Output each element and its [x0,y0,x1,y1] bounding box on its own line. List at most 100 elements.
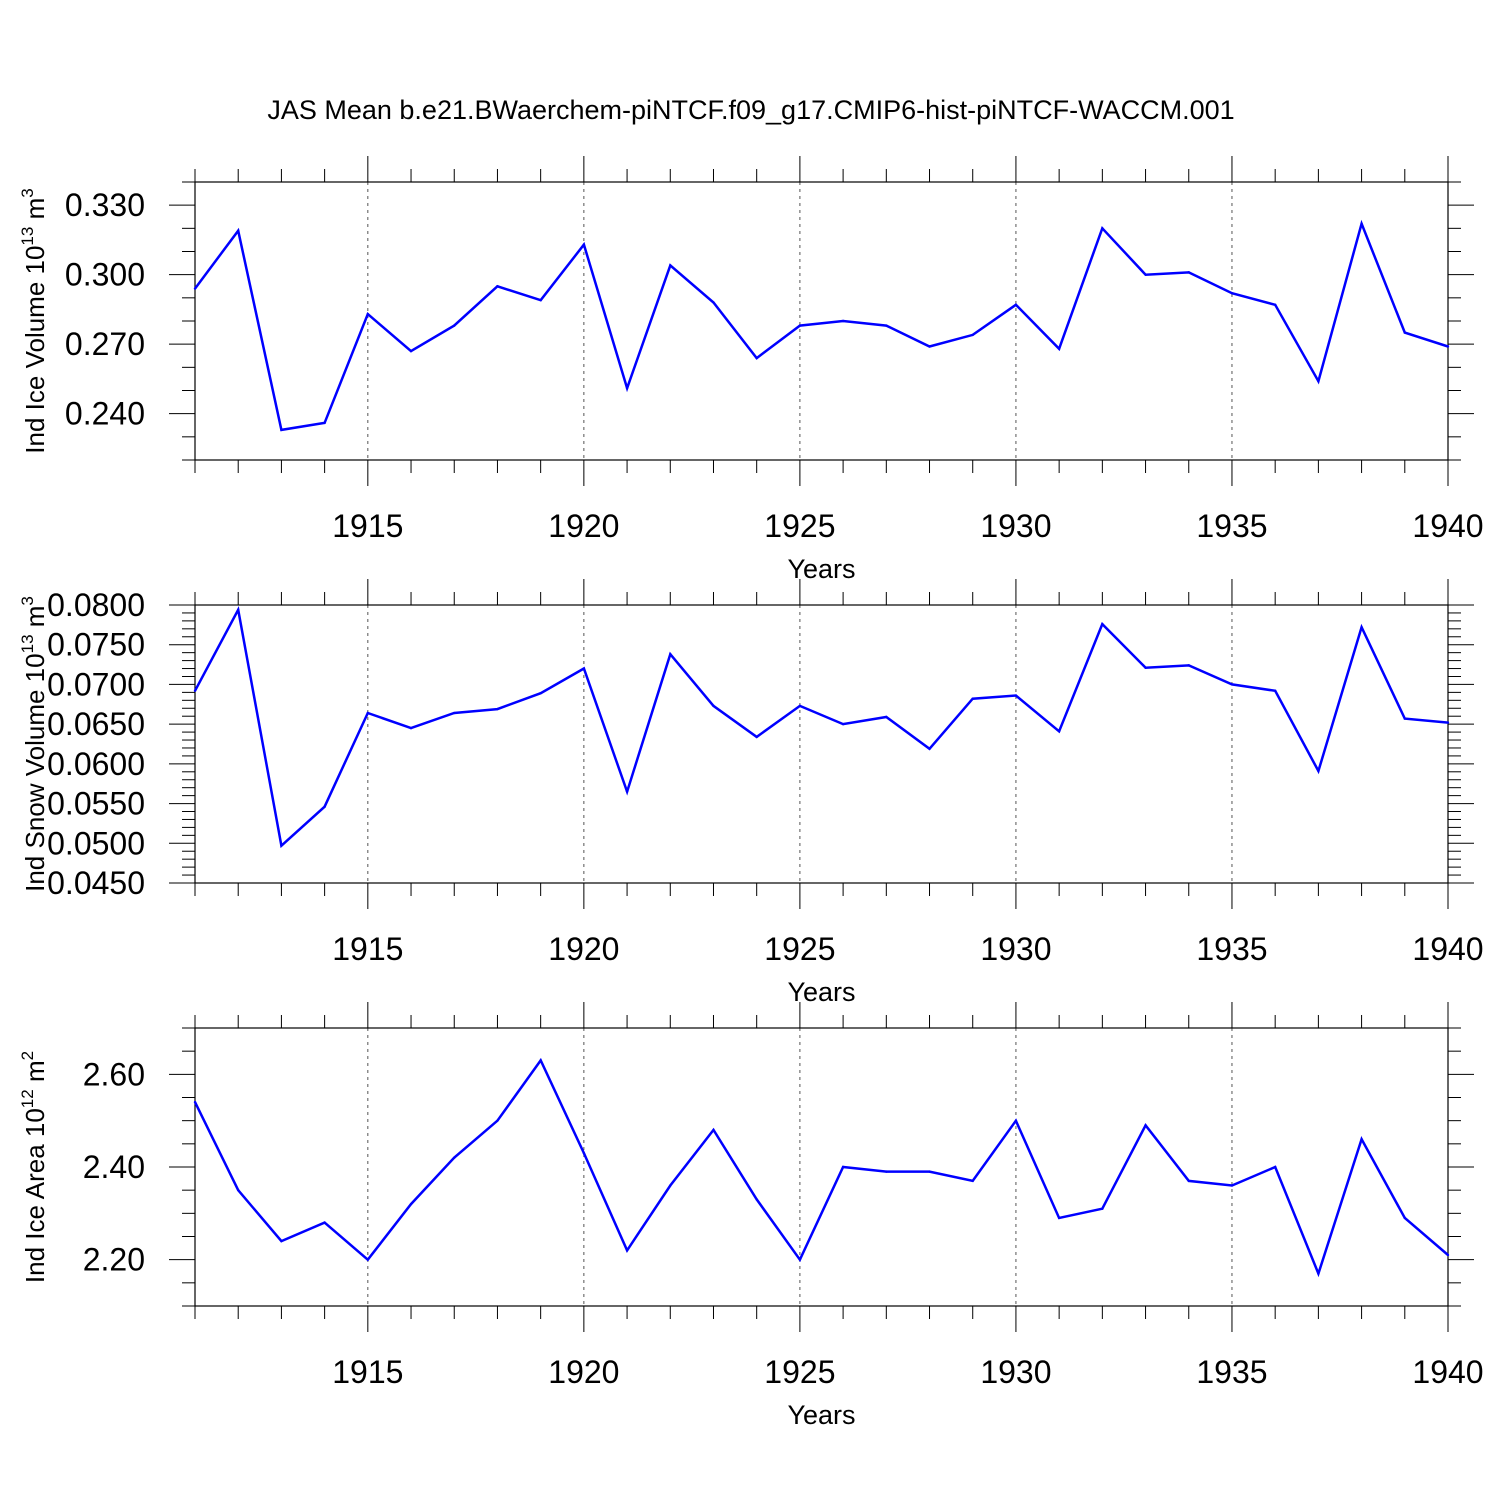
data-point [1360,222,1363,225]
data-point [1446,721,1450,724]
y-tick-label: 0.0450 [47,865,145,901]
data-point [280,844,283,847]
data-point [669,264,672,267]
data-point [496,285,499,288]
data-point [1144,666,1147,669]
data-point [885,1170,888,1173]
series-line [193,1057,1449,1278]
y-tick-label: 0.330 [65,187,145,223]
data-point [1317,1272,1320,1275]
data-point [582,1151,586,1155]
data-point [928,747,931,750]
data-point [971,697,974,700]
data-point [1317,769,1320,773]
data-point [409,349,413,353]
data-point [1057,730,1061,733]
data-point [1144,273,1147,276]
data-point [409,1202,413,1206]
data-point [885,715,888,719]
data-point [193,689,197,692]
data-point [841,319,845,323]
y-axis-label: Ind Ice Area 1012 m2 [18,1051,50,1283]
y-axis-label-part: 12 [18,1089,37,1108]
data-point [1446,1253,1450,1257]
x-axis-label: Years [787,554,855,584]
data-point [841,1165,845,1169]
y-tick-label: 0.0650 [47,706,145,742]
data-point [280,428,283,432]
y-axis-label-part: Ind Ice Volume 10 [20,246,50,454]
y-tick-label: 2.60 [83,1056,145,1092]
data-point [193,1100,197,1104]
data-point [1230,1184,1234,1187]
data-point [798,704,802,708]
data-point [1273,303,1277,306]
data-point [582,243,586,246]
data-point [1230,292,1234,295]
y-tick-label: 0.240 [65,396,145,432]
y-tick-label: 2.40 [83,1149,145,1185]
data-point [1273,689,1277,692]
data-point [366,1258,370,1261]
x-tick-label: 1915 [332,1354,403,1390]
data-point [539,1059,542,1062]
x-tick-label: 1925 [764,931,835,967]
data-point [928,1170,931,1173]
data-point [323,421,326,425]
data-point [1187,271,1190,274]
x-tick-label: 1925 [764,1354,835,1390]
data-point [1273,1165,1277,1169]
data-point [1403,1216,1406,1220]
y-axis-label-part: 13 [18,634,37,653]
x-tick-label: 1940 [1412,931,1483,967]
data-point [1187,664,1190,667]
series-line [193,606,1449,849]
x-axis-label: Years [787,1400,855,1430]
x-axis-label: Years [787,977,855,1007]
y-axis-label-part: Ind Ice Area 10 [20,1108,50,1283]
data-point [453,711,456,715]
data-point [669,653,672,656]
x-tick-label: 1915 [332,931,403,967]
y-tick-label: 0.0700 [47,666,145,702]
data-point [1360,626,1363,629]
data-point [323,1221,326,1224]
y-tick-label: 0.0800 [47,587,145,623]
panel-3: 2.20 2.40 2.60 1915 1920 1925 1930 1935 1940 Year… [18,1002,1484,1430]
data-point [712,704,715,708]
data-point [453,1156,456,1159]
data-point [1057,347,1061,350]
data-point [1014,694,1018,697]
y-axis-label-part: 2 [18,1051,37,1060]
plot-frame [194,1027,1449,1307]
y-tick-label: 0.0600 [47,746,145,782]
y-axis-label-part: m [20,606,50,635]
data-point [1403,717,1406,720]
x-tick-label: 1935 [1196,508,1267,544]
plot-frame [194,181,1449,461]
y-axis-label-part: m [20,1060,50,1089]
x-tick-label: 1920 [548,1354,619,1390]
data-point [625,790,629,793]
y-tick-label: 2.20 [83,1242,145,1278]
data-point [1014,303,1018,306]
data-point [798,1258,802,1261]
data-point [280,1239,283,1243]
x-tick-label: 1920 [548,508,619,544]
x-tick-label: 1915 [332,508,403,544]
data-point [669,1184,672,1187]
x-tick-label: 1930 [980,1354,1051,1390]
data-point [453,324,456,327]
y-tick-label: 0.0550 [47,786,145,822]
data-point [237,1188,240,1192]
data-point [496,707,499,711]
data-point [971,333,974,337]
y-axis-label-part: 3 [18,596,37,605]
data-point [1317,380,1320,383]
x-tick-label: 1925 [764,508,835,544]
x-tick-label: 1920 [548,931,619,967]
data-point [539,691,542,695]
y-axis-label-part: m [20,198,50,227]
data-point [237,608,240,611]
